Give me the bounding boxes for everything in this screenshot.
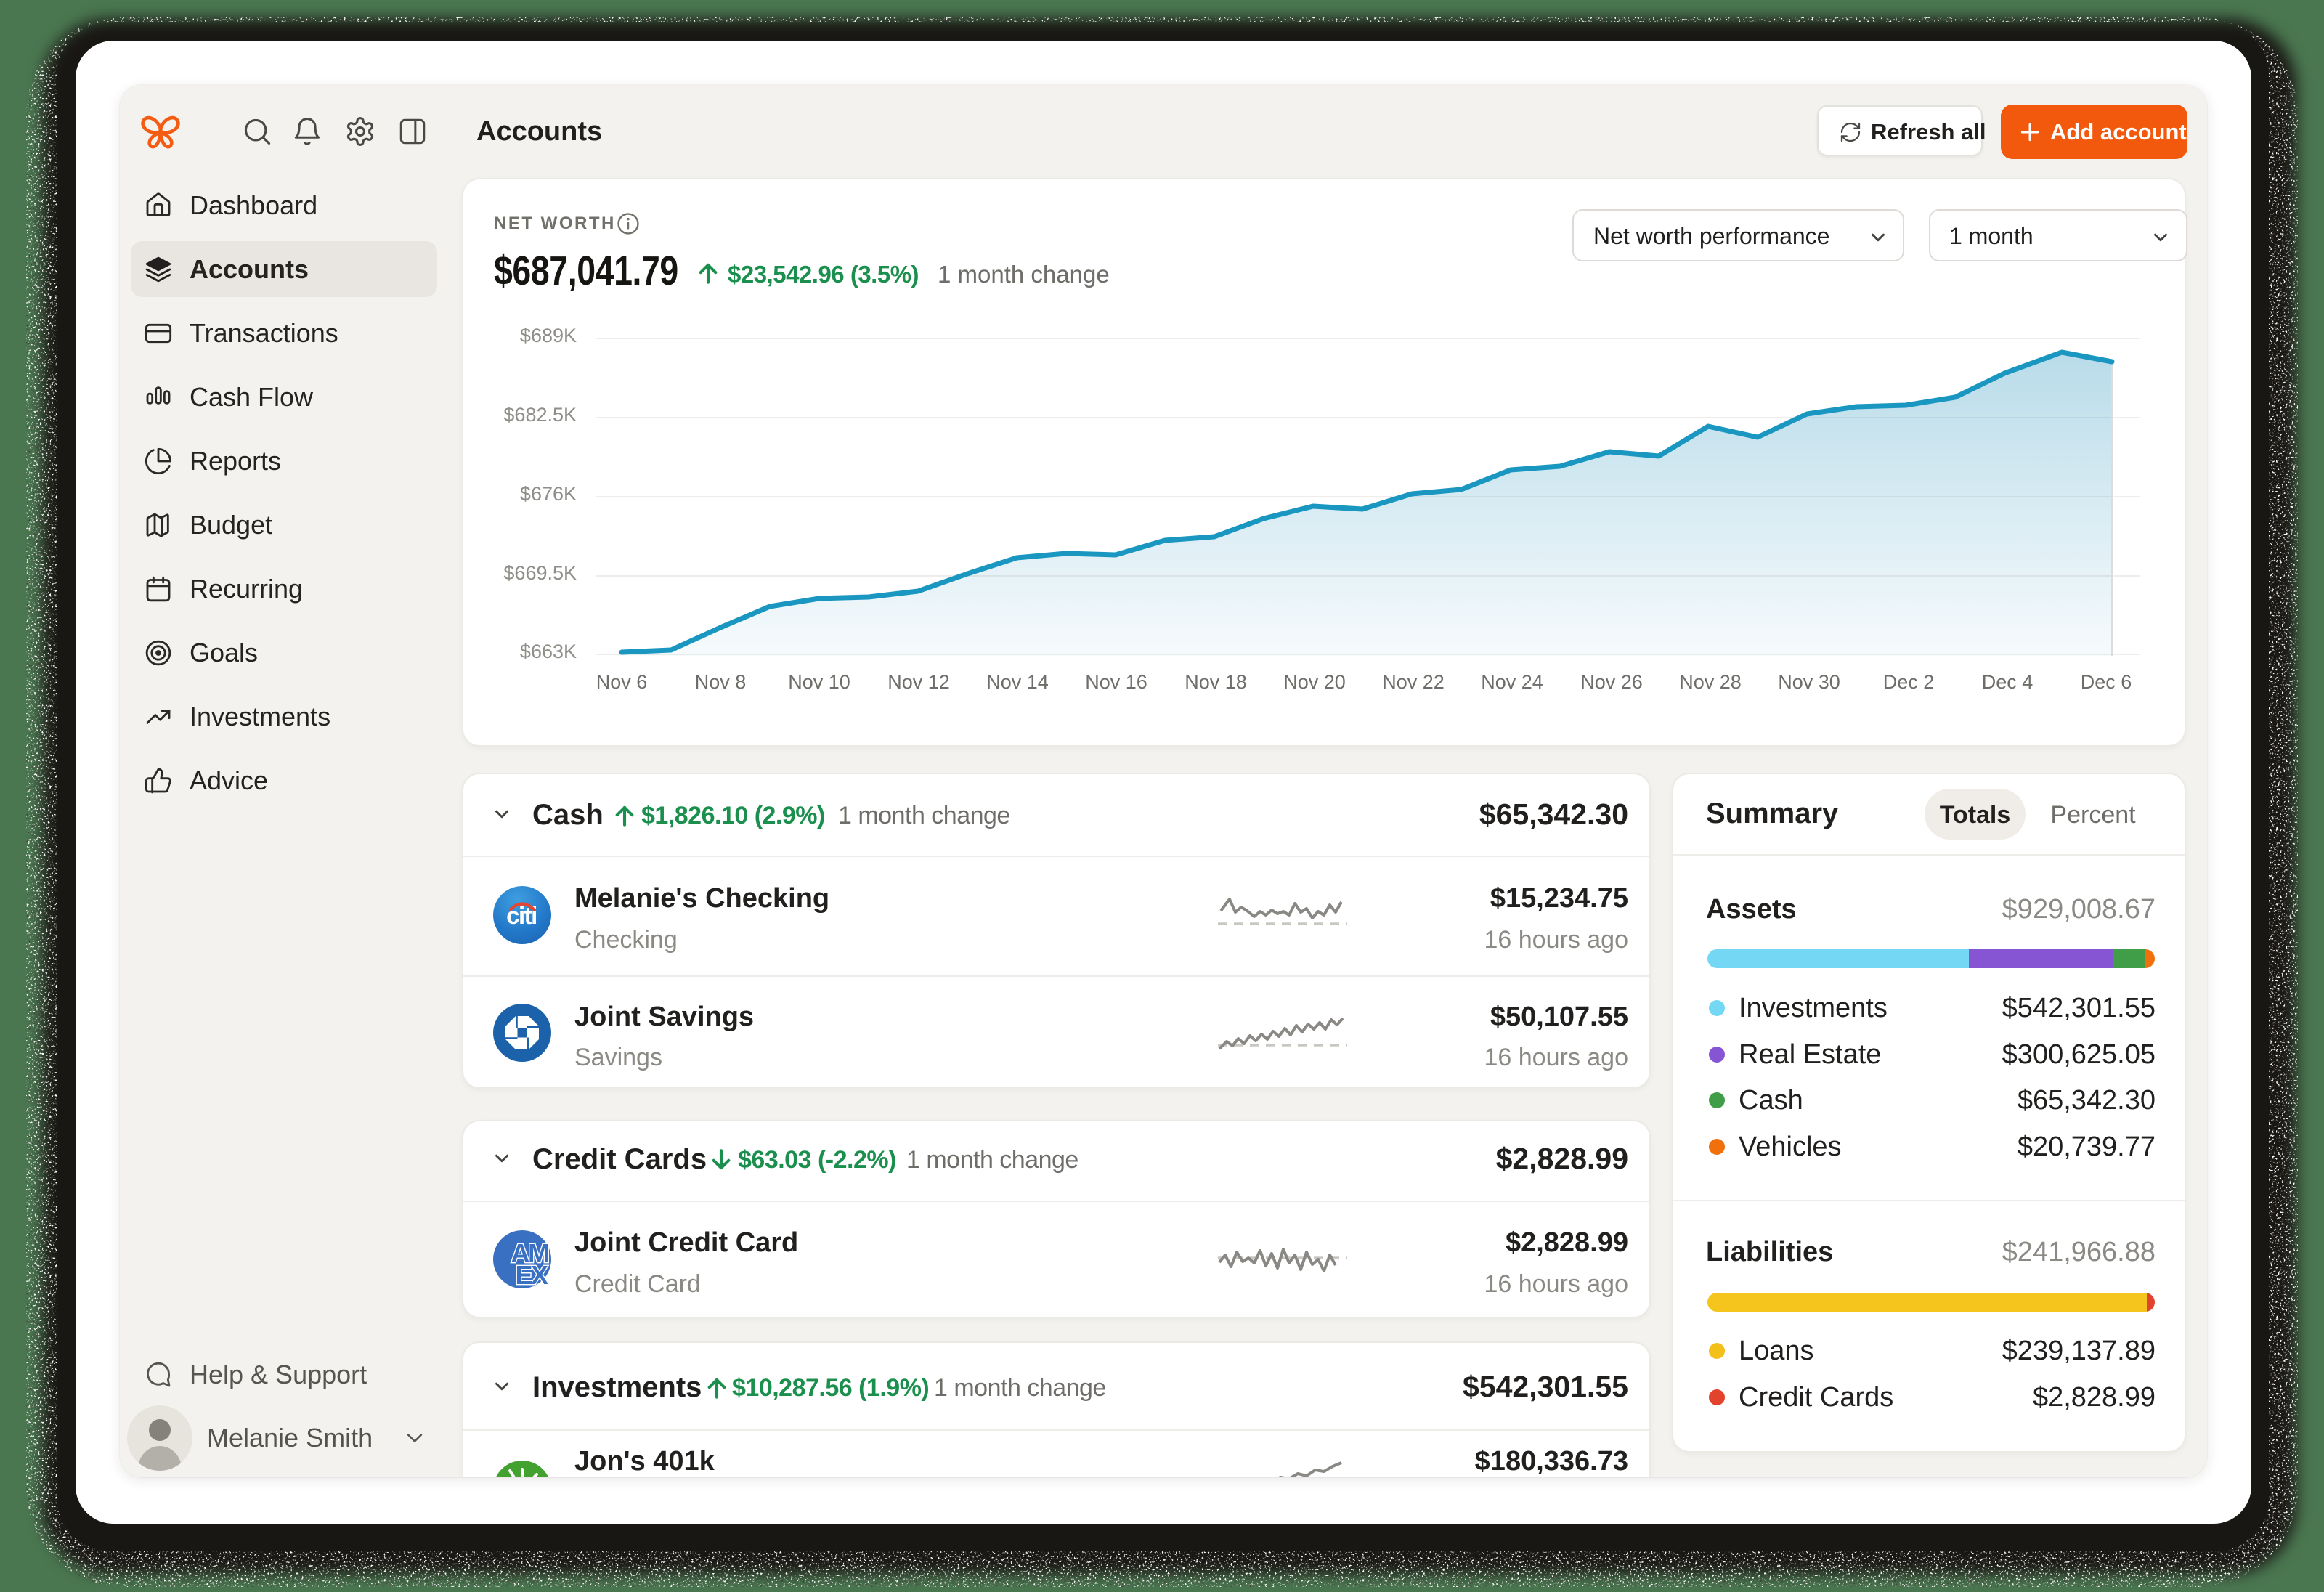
svg-text:EX: EX: [515, 1260, 548, 1288]
svg-text:AM: AM: [511, 1238, 548, 1268]
